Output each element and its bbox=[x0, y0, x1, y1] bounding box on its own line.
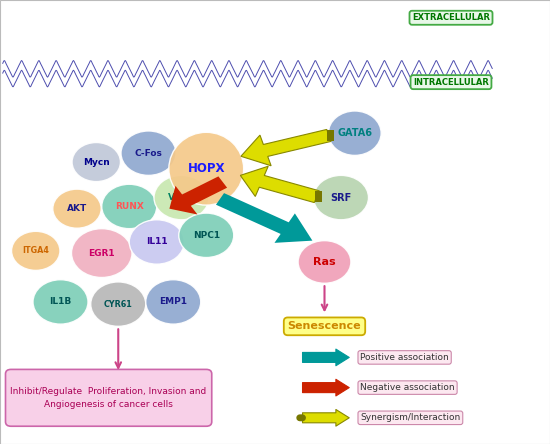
Ellipse shape bbox=[72, 229, 132, 278]
Text: EMP1: EMP1 bbox=[160, 297, 187, 306]
Ellipse shape bbox=[328, 111, 381, 155]
Bar bbox=[327, 130, 334, 141]
Text: Negative association: Negative association bbox=[360, 383, 455, 392]
Ellipse shape bbox=[53, 189, 101, 228]
Ellipse shape bbox=[179, 213, 234, 258]
FancyBboxPatch shape bbox=[6, 369, 212, 426]
Ellipse shape bbox=[72, 143, 120, 182]
Ellipse shape bbox=[129, 220, 184, 264]
Ellipse shape bbox=[298, 241, 351, 283]
Text: EXTRACELLULAR: EXTRACELLULAR bbox=[412, 13, 490, 22]
Polygon shape bbox=[169, 176, 227, 214]
Ellipse shape bbox=[33, 280, 88, 324]
Text: C-Fos: C-Fos bbox=[135, 149, 162, 158]
Text: GATA6: GATA6 bbox=[337, 128, 372, 138]
Text: EGR1: EGR1 bbox=[89, 249, 115, 258]
Text: SRF: SRF bbox=[331, 193, 351, 202]
Text: Ras: Ras bbox=[313, 257, 336, 267]
Text: Mycn: Mycn bbox=[83, 158, 109, 166]
Polygon shape bbox=[241, 130, 331, 166]
Text: Positive association: Positive association bbox=[360, 353, 449, 362]
Polygon shape bbox=[216, 193, 312, 243]
Text: AKT: AKT bbox=[67, 204, 87, 213]
Ellipse shape bbox=[154, 175, 209, 220]
Text: Inhibit/Regulate  Proliferation, Invasion and
Angiogenesis of cancer cells: Inhibit/Regulate Proliferation, Invasion… bbox=[10, 387, 207, 408]
Text: CYR61: CYR61 bbox=[104, 300, 133, 309]
Ellipse shape bbox=[314, 175, 369, 220]
Text: INTRACELLULAR: INTRACELLULAR bbox=[413, 78, 489, 87]
Text: Senescence: Senescence bbox=[288, 321, 361, 331]
Text: IL1B: IL1B bbox=[50, 297, 72, 306]
Ellipse shape bbox=[102, 184, 157, 229]
Text: NPC1: NPC1 bbox=[192, 231, 220, 240]
Text: IL11: IL11 bbox=[146, 238, 168, 246]
Ellipse shape bbox=[146, 280, 201, 324]
Text: VEGF: VEGF bbox=[168, 193, 195, 202]
Text: Synergism/Interaction: Synergism/Interaction bbox=[360, 413, 460, 422]
Ellipse shape bbox=[91, 282, 146, 326]
Ellipse shape bbox=[169, 132, 244, 205]
Bar bbox=[315, 191, 322, 202]
Ellipse shape bbox=[121, 131, 176, 175]
Text: HOPX: HOPX bbox=[188, 162, 225, 175]
Polygon shape bbox=[240, 166, 320, 202]
Text: RUNX: RUNX bbox=[115, 202, 144, 211]
Text: ITGA4: ITGA4 bbox=[23, 246, 49, 255]
Ellipse shape bbox=[12, 231, 60, 270]
